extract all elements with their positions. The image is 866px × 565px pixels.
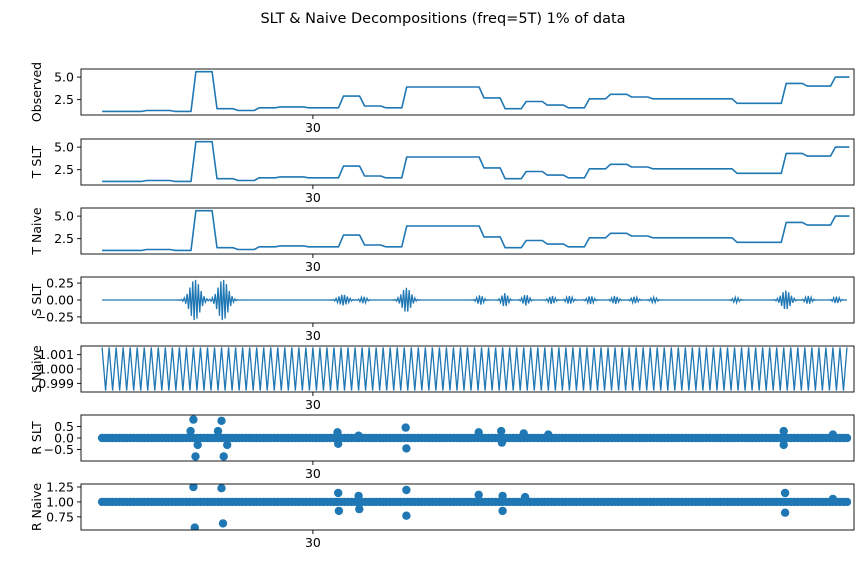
y-tick-label: 2.5 (54, 162, 74, 177)
data-point (842, 497, 852, 507)
data-point (217, 416, 226, 425)
panel-s-slt: 0.25 0.00−0.25 30 S SLT (29, 276, 855, 343)
scatter-points (97, 484, 852, 530)
y-axis-label: R SLT (29, 421, 44, 455)
y-tick-label: 1.25 (46, 479, 74, 494)
panel-r-naive: 1.251.000.75 30 R Naive (29, 479, 855, 550)
data-point (186, 426, 195, 436)
y-tick-label: 0.5 (54, 419, 74, 434)
data-point (401, 423, 410, 432)
y-tick-label: 2.5 (54, 231, 74, 246)
axes-frame (80, 68, 855, 116)
data-point (354, 491, 363, 501)
y-tick-label: 5.0 (54, 70, 74, 85)
data-point (779, 440, 788, 450)
y-tick-label: 0.999 (38, 376, 74, 391)
data-point (354, 431, 363, 440)
y-tick-label: 0.75 (46, 509, 74, 524)
x-tick-label: 30 (305, 466, 321, 481)
y-axis-label: T Naive (29, 207, 44, 255)
series-line (102, 209, 850, 252)
data-point (828, 494, 838, 504)
data-point (842, 433, 852, 443)
data-point (191, 452, 200, 461)
scatter-points (97, 415, 852, 461)
data-point (355, 504, 364, 514)
y-tick-label: 5.0 (54, 140, 74, 155)
panel-t-naive: 2.5 5.0 30 T Naive (29, 207, 855, 274)
data-point (217, 484, 226, 493)
data-point (779, 426, 788, 436)
y-tick-label: −0.25 (36, 309, 74, 324)
data-point (218, 519, 228, 528)
axes-frame (80, 207, 855, 255)
data-point (189, 415, 198, 424)
y-tick-label: 0.0 (54, 431, 74, 446)
x-tick-label: 30 (305, 328, 321, 343)
y-tick-label: 2.5 (54, 92, 74, 107)
data-point (333, 428, 342, 437)
data-point (402, 444, 411, 453)
y-axis-label: R Naive (29, 483, 44, 532)
data-point (497, 426, 506, 436)
data-point (498, 506, 507, 516)
figure-title: SLT & Naive Decompositions (freq=5T) 1% … (260, 11, 625, 27)
data-point (544, 430, 553, 439)
data-point (474, 490, 483, 499)
series-line (102, 279, 847, 321)
data-point (193, 440, 202, 450)
panel-observed: 2.5 5.0 30 Observed (29, 62, 855, 135)
y-tick-label: 1.000 (38, 362, 74, 377)
y-axis-label: S SLT (29, 283, 44, 316)
x-tick-label: 30 (305, 190, 321, 205)
data-point (497, 438, 507, 447)
data-point (223, 440, 232, 450)
y-tick-label: −0.5 (44, 442, 74, 457)
y-tick-label: 1.001 (38, 347, 74, 362)
data-point (519, 429, 528, 438)
y-tick-label: 0.00 (46, 293, 74, 308)
series-line (102, 140, 850, 183)
data-point (498, 491, 507, 501)
y-tick-label: 5.0 (54, 209, 74, 224)
series-line (102, 70, 850, 113)
data-point (189, 484, 198, 492)
data-point (334, 488, 343, 498)
data-point (213, 426, 223, 436)
data-point (334, 439, 343, 448)
data-point (520, 492, 530, 502)
x-tick-label: 30 (305, 535, 321, 550)
data-point (474, 428, 483, 437)
data-point (334, 506, 344, 516)
axes-frame (80, 483, 855, 531)
data-point (190, 523, 199, 530)
data-point (402, 511, 411, 520)
panel-t-slt: 2.5 5.0 30 T SLT (29, 138, 855, 205)
x-tick-label: 30 (305, 259, 321, 274)
axes-frame (80, 138, 855, 186)
y-tick-label: 0.25 (46, 276, 74, 291)
data-point (219, 452, 228, 461)
panel-r-slt: 0.50.0−0.5 30 R SLT (29, 414, 855, 481)
y-axis-label: T SLT (29, 145, 44, 179)
y-axis-label: S Naive (29, 345, 44, 393)
y-axis-label: Observed (29, 62, 44, 122)
x-tick-label: 30 (305, 397, 321, 412)
series-line (101, 347, 848, 391)
data-point (780, 508, 790, 517)
y-tick-label: 1.00 (46, 494, 74, 509)
data-point (402, 485, 411, 495)
data-point (828, 430, 838, 439)
x-tick-label: 30 (305, 120, 321, 135)
data-point (780, 488, 790, 498)
